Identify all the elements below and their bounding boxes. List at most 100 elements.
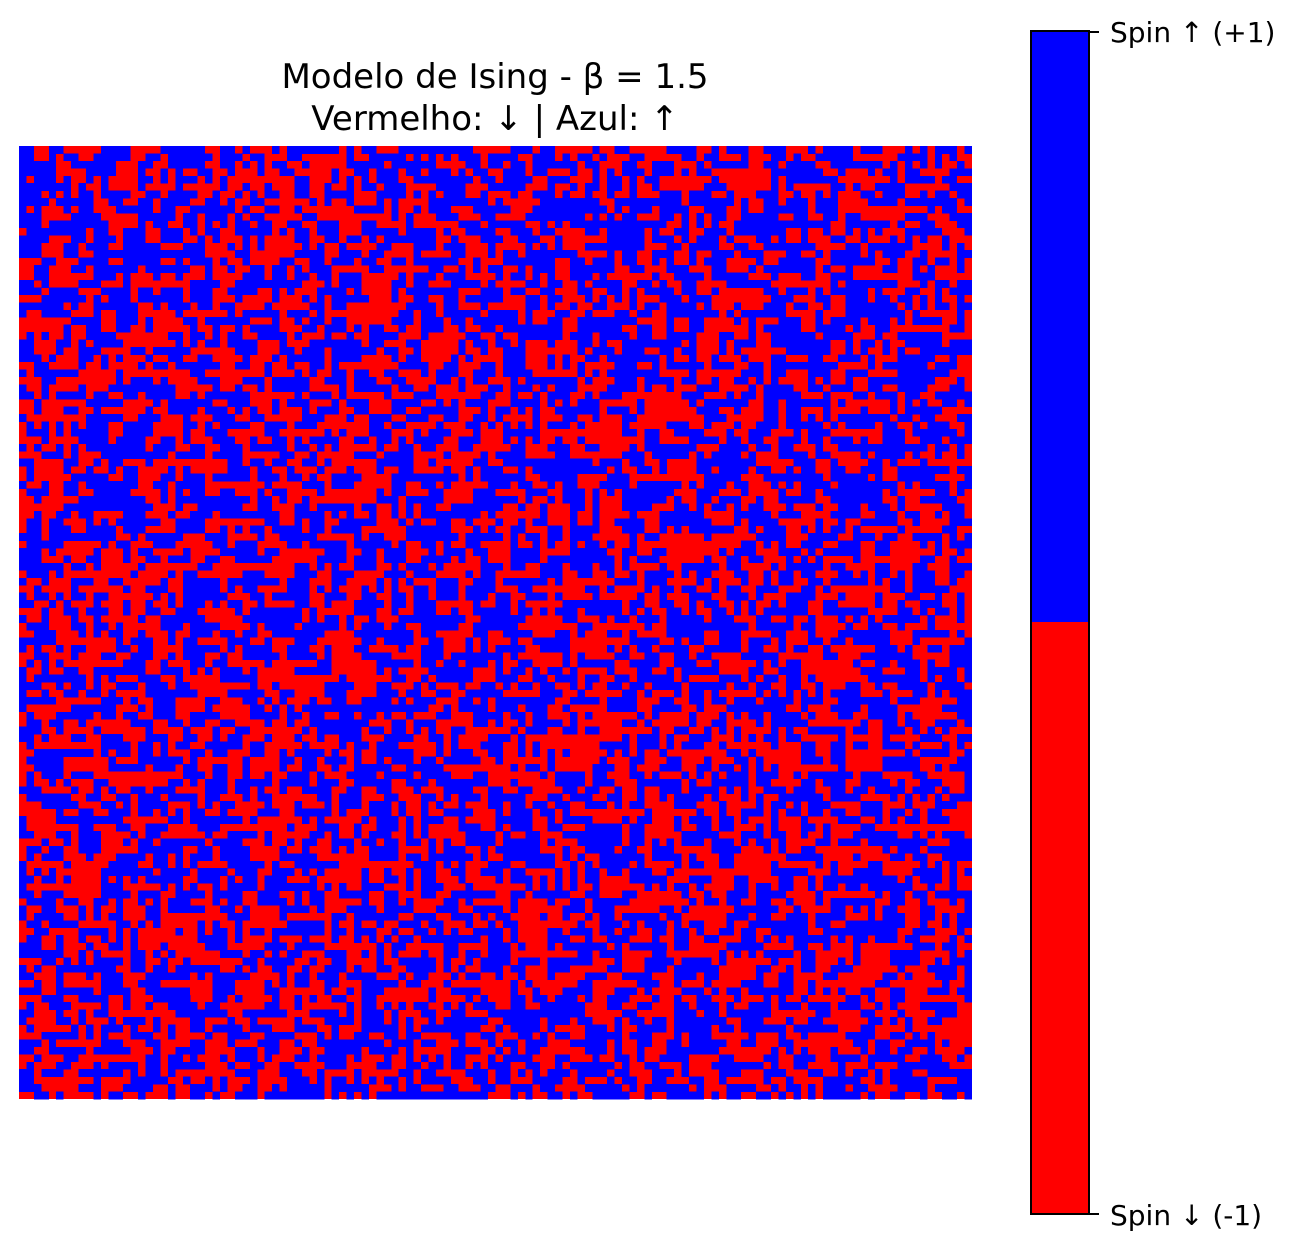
lattice-row-spin-up bbox=[19, 562, 972, 571]
spin-lattice-heatmap bbox=[18, 146, 972, 1100]
lattice-row-spin-up bbox=[33, 749, 972, 757]
lattice-row-spin-up bbox=[41, 994, 972, 1003]
lattice-row-spin-up bbox=[33, 763, 972, 772]
lattice-row-spin-up bbox=[26, 659, 972, 668]
lattice-row-spin-up bbox=[19, 674, 972, 683]
lattice-row-spin-up bbox=[19, 637, 972, 646]
lattice-row-spin-up bbox=[26, 1002, 958, 1010]
lattice-row-spin-up bbox=[19, 391, 972, 400]
lattice-row-spin-up bbox=[19, 220, 972, 229]
lattice-row-spin-up bbox=[19, 1046, 972, 1055]
lattice-row-spin-up bbox=[19, 860, 958, 869]
lattice-row-spin-up bbox=[19, 443, 965, 452]
lattice-row-spin-up bbox=[19, 1017, 943, 1025]
lattice-row-spin-up bbox=[19, 287, 972, 296]
chart-title: Modelo de Ising - β = 1.5 bbox=[281, 57, 708, 97]
lattice-row-spin-up bbox=[33, 585, 950, 594]
colorbar-frame bbox=[1030, 30, 1090, 1215]
lattice-row-spin-up bbox=[19, 950, 972, 958]
lattice-row-spin-up bbox=[19, 868, 972, 876]
lattice-row-spin-up bbox=[26, 845, 972, 854]
lattice-row-spin-up bbox=[19, 302, 972, 311]
lattice-row-spin-up bbox=[33, 399, 972, 407]
lattice-row-spin-up bbox=[19, 280, 972, 288]
lattice-row-spin-up bbox=[26, 421, 972, 430]
lattice-row-spin-up bbox=[26, 1061, 950, 1070]
lattice-row-spin-up bbox=[19, 414, 972, 422]
lattice-row-spin-up bbox=[26, 473, 972, 482]
lattice-row-spin-up bbox=[41, 257, 965, 266]
lattice-row-spin-up bbox=[19, 689, 972, 698]
lattice-row-spin-up bbox=[33, 361, 958, 370]
lattice-row-spin-up bbox=[19, 250, 972, 258]
lattice-row-spin-up bbox=[19, 533, 972, 541]
lattice-row-spin-up bbox=[19, 205, 958, 214]
lattice-row-spin-up bbox=[26, 570, 965, 579]
lattice-row-spin-up bbox=[19, 1009, 958, 1018]
lattice-row-spin-up bbox=[26, 793, 972, 802]
lattice-row-spin-up bbox=[71, 317, 965, 325]
colorbar: Spin ↑ (+1) Spin ↓ (-1) bbox=[1030, 16, 1275, 1232]
colorbar-segment-spin-down bbox=[1031, 622, 1089, 1214]
lattice-row-spin-up bbox=[19, 615, 965, 623]
lattice-row-spin-up bbox=[19, 1076, 972, 1085]
lattice-row-spin-up bbox=[19, 964, 972, 973]
lattice-row-spin-up bbox=[26, 711, 972, 720]
lattice-row-spin-up bbox=[19, 600, 965, 608]
lattice-row-spin-up bbox=[26, 1024, 913, 1033]
lattice-row-spin-up bbox=[19, 384, 965, 392]
chart-subtitle: Vermelho: ↓ | Azul: ↑ bbox=[311, 99, 678, 139]
lattice-row-spin-up bbox=[63, 324, 965, 333]
lattice-row-spin-up bbox=[19, 644, 972, 653]
lattice-row-spin-up bbox=[19, 972, 972, 981]
lattice-row-spin-up bbox=[41, 607, 965, 616]
lattice-row-spin-up bbox=[33, 629, 965, 638]
lattice-row-spin-up bbox=[19, 883, 958, 891]
lattice-row-spin-up bbox=[19, 830, 965, 839]
lattice-row-spin-up bbox=[19, 890, 972, 899]
lattice-row-spin-up bbox=[41, 294, 965, 303]
lattice-row-spin-up bbox=[26, 771, 972, 780]
lattice-row-spin-up bbox=[19, 458, 928, 467]
lattice-row-spin-up bbox=[26, 741, 965, 750]
lattice-row-spin-up bbox=[41, 801, 958, 809]
lattice-row-spin-up bbox=[26, 853, 972, 862]
lattice-row-spin-up bbox=[19, 726, 950, 735]
lattice-row-spin-up bbox=[26, 719, 972, 728]
lattice-row-spin-up bbox=[56, 808, 943, 817]
lattice-row-spin-up bbox=[19, 905, 972, 914]
lattice-row-spin-up bbox=[26, 778, 972, 787]
colorbar-segment-spin-up bbox=[1031, 31, 1089, 622]
lattice-row-spin-up bbox=[26, 622, 935, 631]
lattice-row-spin-up bbox=[41, 838, 972, 847]
lattice-row-spin-up bbox=[19, 369, 950, 378]
lattice-row-spin-up bbox=[26, 920, 972, 929]
lattice-row-spin-up bbox=[19, 213, 972, 221]
lattice-row-spin-up bbox=[19, 704, 972, 713]
lattice-row-spin-up bbox=[19, 734, 972, 742]
lattice-row-spin-up bbox=[26, 525, 958, 534]
lattice-row-spin-up bbox=[19, 682, 965, 690]
lattice-row-spin-up bbox=[33, 406, 943, 415]
lattice-row-spin-up bbox=[26, 428, 972, 437]
lattice-row-spin-up bbox=[19, 481, 972, 489]
lattice-row-spin-up bbox=[33, 265, 965, 273]
lattice-row-spin-up bbox=[26, 332, 943, 340]
lattice-row-spin-up bbox=[33, 272, 935, 281]
lattice-row-spin-up bbox=[33, 652, 972, 661]
lattice-row-spin-up bbox=[19, 555, 958, 564]
lattice-row-spin-up bbox=[41, 436, 972, 445]
lattice-row-spin-up bbox=[19, 592, 965, 601]
lattice-row-spin-up bbox=[18, 198, 972, 206]
lattice-row-spin-up bbox=[18, 183, 972, 191]
lattice-row-spin-up bbox=[19, 153, 958, 162]
lattice-row-spin-up bbox=[26, 227, 972, 236]
lattice-row-spin-up bbox=[41, 1031, 935, 1040]
lattice-row-spin-up bbox=[33, 979, 972, 988]
lattice-row-spin-up bbox=[19, 242, 965, 251]
lattice-row-spin-up bbox=[19, 168, 972, 177]
lattice-row-spin-up bbox=[19, 309, 965, 318]
lattice-row-spin-up bbox=[33, 927, 965, 936]
lattice-row-spin-up bbox=[26, 540, 972, 549]
